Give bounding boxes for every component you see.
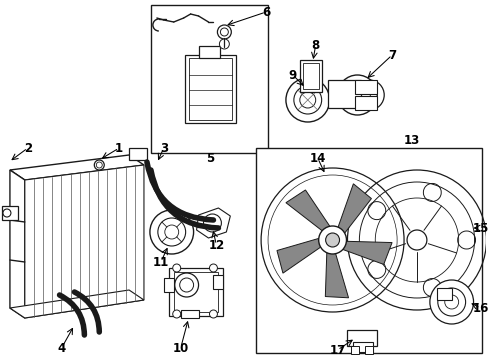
Bar [355, 80, 377, 94]
Circle shape [445, 295, 459, 309]
Bar [2, 206, 18, 220]
Circle shape [220, 39, 229, 49]
Circle shape [210, 310, 218, 318]
Bar [185, 55, 236, 123]
Circle shape [430, 280, 473, 324]
Polygon shape [10, 155, 144, 180]
Text: 9: 9 [289, 68, 297, 81]
Text: 15: 15 [472, 221, 489, 234]
Bar [347, 330, 377, 346]
Bar [169, 268, 223, 316]
Bar [303, 63, 318, 89]
Text: 6: 6 [262, 5, 270, 18]
Bar [181, 310, 198, 318]
Circle shape [220, 28, 228, 36]
Text: 5: 5 [206, 152, 215, 165]
Text: 17: 17 [329, 343, 345, 356]
Text: 16: 16 [472, 302, 489, 315]
Bar [214, 275, 223, 289]
Bar [353, 342, 373, 352]
Polygon shape [10, 290, 144, 318]
Text: 7: 7 [388, 49, 396, 62]
Text: 14: 14 [310, 152, 326, 165]
Circle shape [338, 75, 377, 115]
Bar [189, 58, 232, 120]
Polygon shape [338, 184, 371, 233]
Circle shape [150, 210, 194, 254]
Polygon shape [25, 165, 144, 318]
Circle shape [286, 78, 330, 122]
Bar [328, 80, 361, 108]
Circle shape [158, 218, 186, 246]
Circle shape [318, 226, 346, 254]
Circle shape [210, 264, 218, 272]
Bar [355, 96, 377, 110]
Text: 4: 4 [57, 342, 66, 355]
Circle shape [218, 25, 231, 39]
Text: 1: 1 [115, 141, 123, 154]
Text: 8: 8 [312, 39, 320, 51]
Circle shape [344, 82, 370, 108]
Bar [129, 148, 147, 160]
Bar [256, 148, 483, 353]
Bar [300, 60, 321, 92]
Bar [151, 5, 268, 153]
Circle shape [175, 273, 198, 297]
Circle shape [203, 214, 221, 232]
Circle shape [173, 310, 181, 318]
Text: 12: 12 [208, 239, 224, 252]
Bar [198, 46, 220, 58]
Circle shape [97, 162, 102, 168]
Circle shape [300, 92, 316, 108]
Text: 13: 13 [404, 134, 420, 147]
Circle shape [173, 264, 181, 272]
Circle shape [438, 288, 466, 316]
Polygon shape [277, 238, 320, 273]
Text: 3: 3 [160, 141, 168, 154]
Polygon shape [196, 208, 230, 238]
Circle shape [326, 233, 340, 247]
Polygon shape [286, 190, 330, 231]
Circle shape [294, 86, 321, 114]
Text: 10: 10 [172, 342, 189, 355]
Text: 2: 2 [24, 141, 32, 154]
Bar [164, 278, 174, 292]
Bar [174, 272, 219, 312]
Circle shape [94, 160, 104, 170]
Bar [351, 346, 359, 354]
Circle shape [180, 278, 194, 292]
Bar [437, 288, 452, 300]
Polygon shape [343, 241, 392, 264]
Polygon shape [325, 253, 348, 298]
Polygon shape [10, 170, 25, 318]
Text: 11: 11 [153, 256, 169, 269]
Bar [366, 346, 373, 354]
Circle shape [3, 209, 11, 217]
Circle shape [407, 230, 427, 250]
Circle shape [165, 225, 179, 239]
